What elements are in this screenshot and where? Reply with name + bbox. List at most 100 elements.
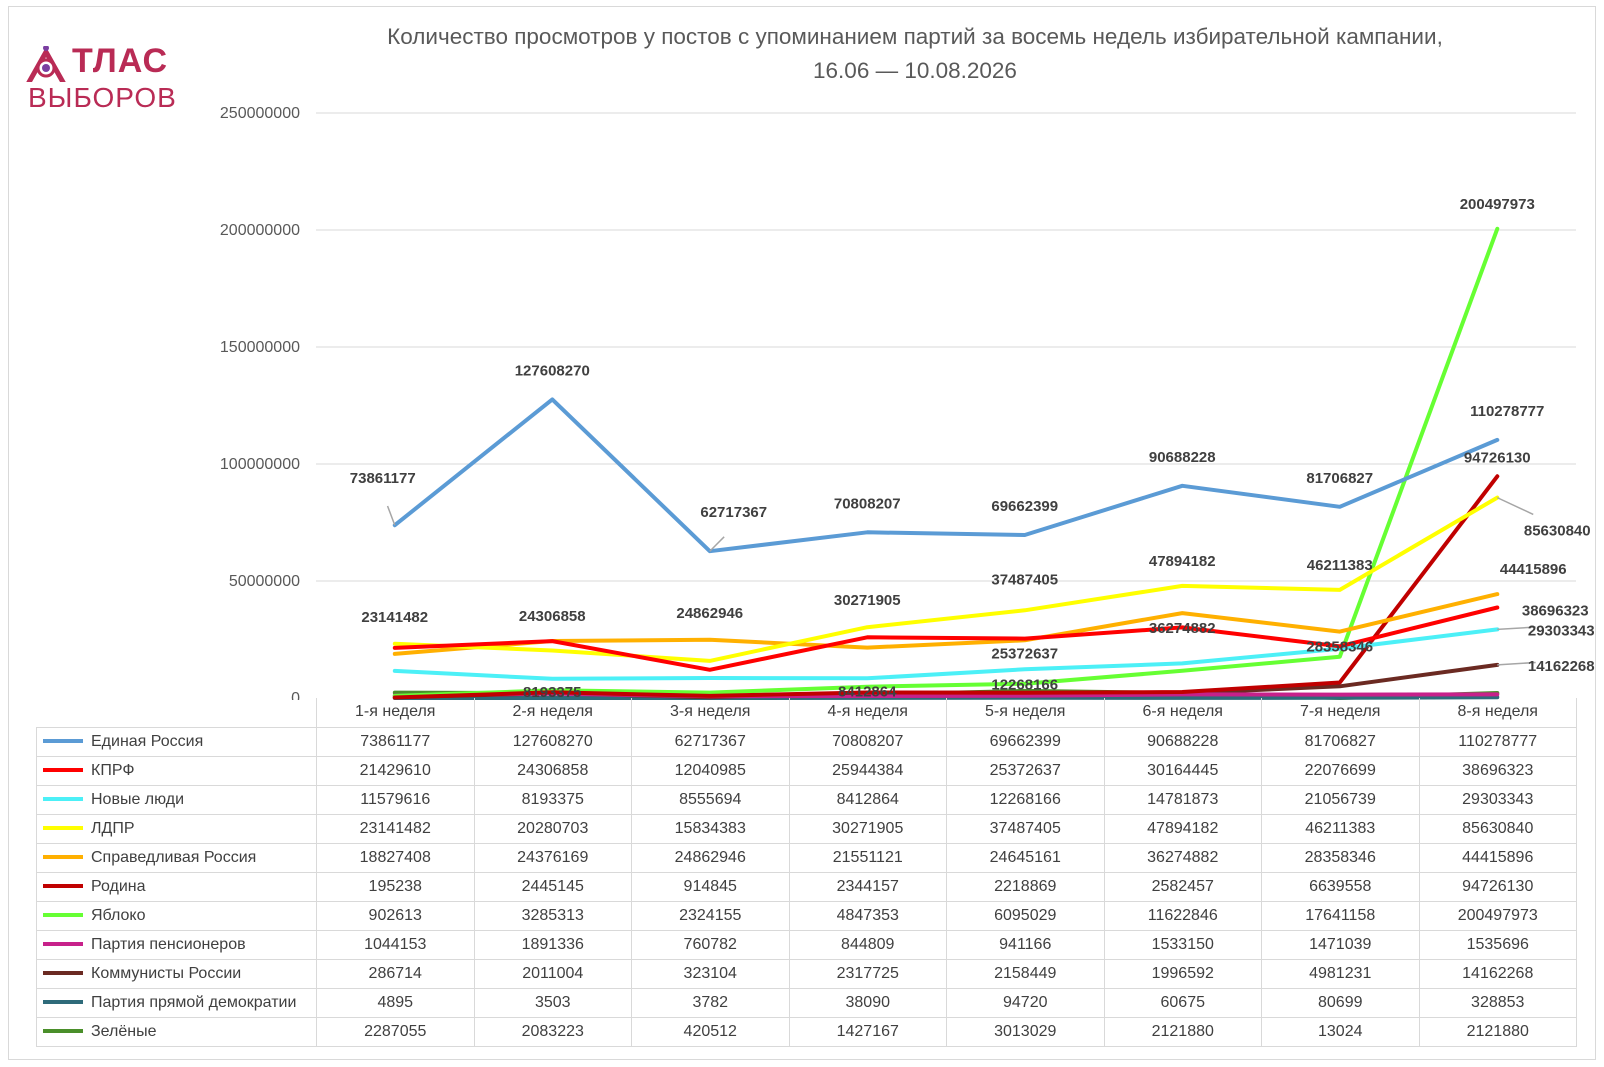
series-name: ЛДПР (91, 819, 135, 837)
table-cell: 1533150 (1103, 929, 1262, 960)
series-name: Партия прямой демократии (91, 993, 297, 1011)
table-cell: 21056739 (1261, 784, 1420, 815)
legend-swatch (43, 1029, 83, 1034)
legend-entry: Справедливая Россия (36, 842, 317, 873)
data-label: 24862946 (676, 605, 743, 622)
leader-line (1497, 626, 1536, 631)
logo-emblem (26, 46, 66, 82)
table-cell: 2011004 (473, 958, 632, 989)
table-cell: 8555694 (631, 784, 790, 815)
series-line (392, 605, 1500, 672)
series-name: Зелёные (91, 1022, 157, 1040)
chart-title: Количество просмотров у постов с упомина… (387, 24, 1443, 49)
table-cell: 2317725 (788, 958, 947, 989)
legend-swatch (43, 942, 83, 947)
x-category-label: 1-я неделя (316, 698, 475, 728)
table-cell: 13024 (1261, 1016, 1420, 1047)
table-row: Яблоко 902613 3285313 2324155 4847353 6095029… (36, 900, 1577, 931)
data-labels: 73861177 127608270 62717367 70808207 6966239… (350, 196, 1595, 700)
table-cell: 2121880 (1103, 1016, 1262, 1047)
table-cell: 44415896 (1418, 842, 1577, 873)
table-cell: 4847353 (788, 900, 947, 931)
legend-swatch (43, 739, 83, 744)
table-cell: 94720 (946, 987, 1105, 1018)
table-cell: 23141482 (316, 813, 475, 844)
table-cell: 844809 (788, 929, 947, 960)
table-cell: 2445145 (473, 871, 632, 902)
table-cell: 73861177 (316, 726, 475, 757)
legend-entry: Коммунисты России (36, 958, 317, 989)
table-row: Единая Россия 73861177 127608270 62717367 70… (36, 726, 1577, 757)
table-cell: 760782 (631, 929, 790, 960)
table-cell: 25372637 (946, 755, 1105, 786)
chart-frame (8, 6, 1596, 1060)
table-cell: 12268166 (946, 784, 1105, 815)
y-tick-label: 50000000 (229, 573, 300, 590)
leader-line (1497, 661, 1536, 666)
table-cell: 914845 (631, 871, 790, 902)
data-label: 25372637 (991, 646, 1058, 663)
data-label: 37487405 (991, 571, 1058, 588)
logo-subword: ВЫБОРОВ (28, 82, 177, 113)
legend-entry: ЛДПР (36, 813, 317, 844)
y-tick-label: 150000000 (220, 339, 300, 356)
table-cell: 420512 (631, 1016, 790, 1047)
series-name: Яблоко (91, 906, 146, 924)
table-cell: 1891336 (473, 929, 632, 960)
legend-swatch (43, 913, 83, 918)
table-cell: 81706827 (1261, 726, 1420, 757)
table-cell: 2344157 (788, 871, 947, 902)
table-cell: 8193375 (473, 784, 632, 815)
table-cell: 8412864 (788, 784, 947, 815)
data-label: 8193375 (523, 684, 581, 700)
table-cell: 3013029 (946, 1016, 1105, 1047)
data-label: 90688228 (1149, 449, 1216, 466)
table-cell: 25944384 (788, 755, 947, 786)
data-label: 24306858 (519, 608, 586, 625)
table-cell: 28358346 (1261, 842, 1420, 873)
table-cell: 22076699 (1261, 755, 1420, 786)
legend-entry: Единая Россия (36, 726, 317, 757)
table-cell: 85630840 (1418, 813, 1577, 844)
table-cell: 110278777 (1418, 726, 1577, 757)
table-cell: 1427167 (788, 1016, 947, 1047)
data-label: 14162268 (1528, 658, 1595, 675)
data-label: 70808207 (834, 495, 901, 512)
series-name: Родина (91, 877, 146, 895)
table-cell: 6639558 (1261, 871, 1420, 902)
legend-entry: Партия пенсионеров (36, 929, 317, 960)
series-lines (392, 226, 1500, 700)
series-name: Справедливая Россия (91, 848, 257, 866)
x-category-label: 2-я неделя (473, 698, 632, 728)
data-label: 127608270 (515, 362, 590, 379)
table-cell: 37487405 (946, 813, 1105, 844)
series-name: Новые люди (91, 790, 185, 808)
data-label: 200497973 (1460, 196, 1535, 213)
series-name: Коммунисты России (91, 964, 242, 982)
data-label: 36274882 (1149, 620, 1216, 637)
y-tick-label: 200000000 (220, 222, 300, 239)
table-cell: 24376169 (473, 842, 632, 873)
table-cell: 38090 (788, 987, 947, 1018)
y-axis-ticks: 0 50000000 100000000 150000000 200000000 2500… (220, 105, 300, 700)
logo-word: ТЛАС (72, 42, 169, 80)
table-cell: 2083223 (473, 1016, 632, 1047)
data-label: 28358346 (1306, 639, 1373, 656)
table-row: Коммунисты России 286714 2011004 323104 2317… (36, 958, 1577, 989)
table-cell: 902613 (316, 900, 475, 931)
x-category-label: 7-я неделя (1261, 698, 1420, 728)
table-cell: 14781873 (1103, 784, 1262, 815)
data-label: 8412864 (838, 683, 897, 700)
legend-entry: Зелёные (36, 1016, 317, 1047)
table-cell: 29303343 (1418, 784, 1577, 815)
table-cell: 11622846 (1103, 900, 1262, 931)
data-label: 110278777 (1470, 403, 1544, 420)
table-row: Партия пенсионеров 1044153 1891336 760782 84… (36, 929, 1577, 960)
table-cell: 17641158 (1261, 900, 1420, 931)
data-label: 62717367 (700, 504, 767, 521)
table-cell: 47894182 (1103, 813, 1262, 844)
table-cell: 46211383 (1261, 813, 1420, 844)
data-label: 30271905 (834, 592, 901, 609)
legend-swatch (43, 797, 83, 802)
table-cell: 286714 (316, 958, 475, 989)
